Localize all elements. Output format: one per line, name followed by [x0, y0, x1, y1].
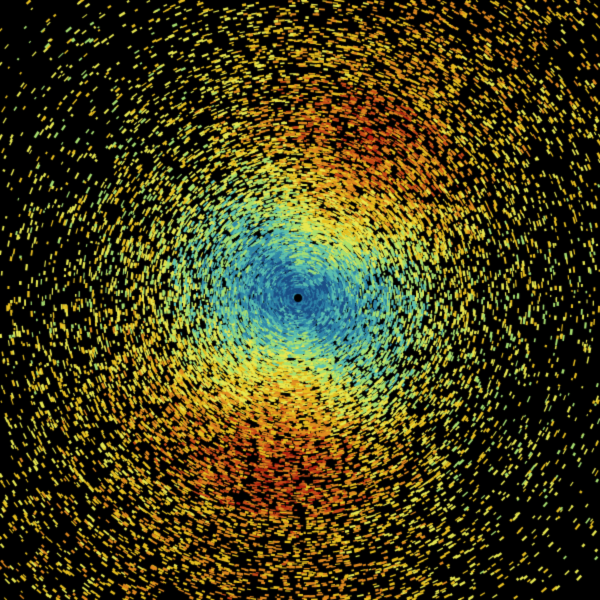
radar-sweep-image [0, 0, 600, 600]
